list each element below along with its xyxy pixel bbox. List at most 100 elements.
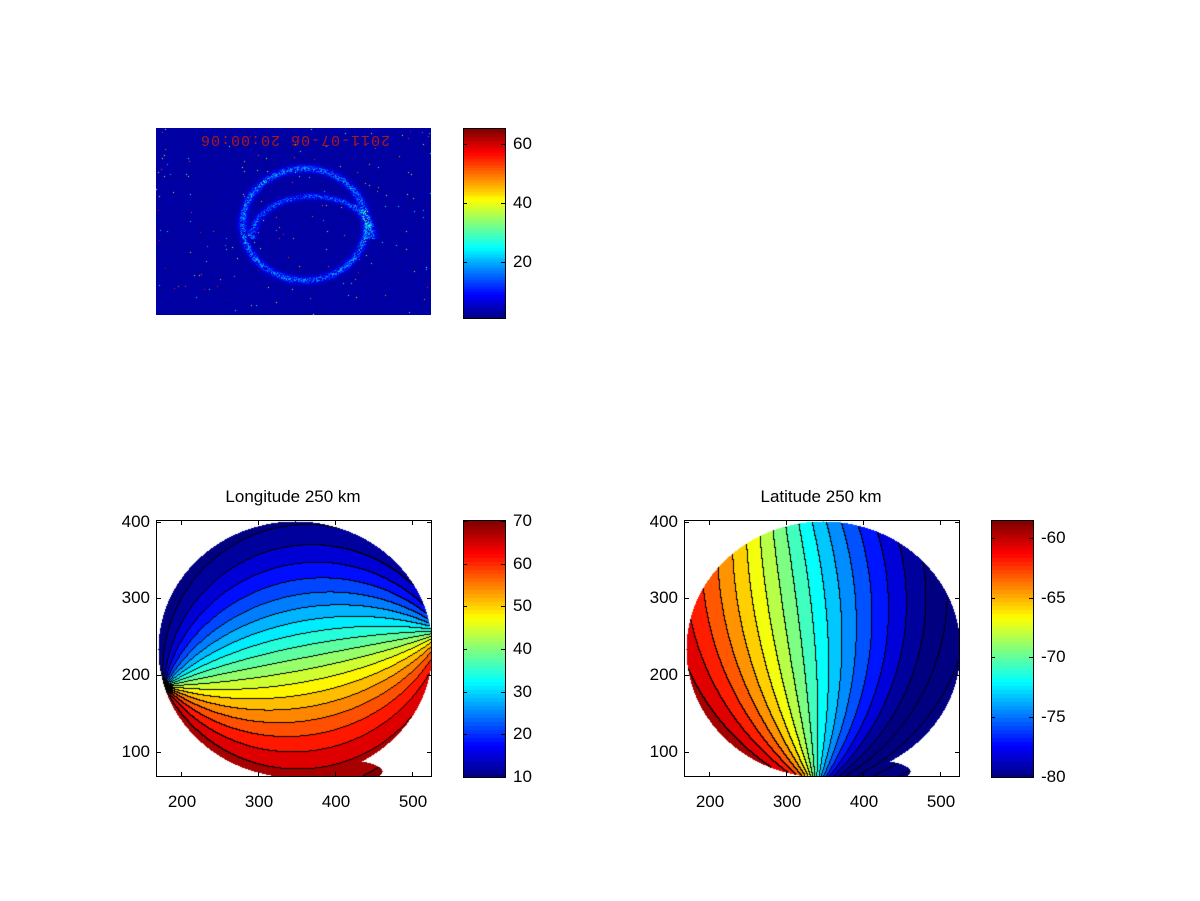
colorbar-tick: [1029, 538, 1033, 539]
camera-image-axes: 2011-07-06 20:00:06: [156, 128, 431, 315]
colorbar-tick: [1029, 598, 1033, 599]
x-tick: [786, 772, 787, 776]
y-tick: [685, 522, 689, 523]
x-tick-label: 300: [772, 792, 802, 811]
colorbar-tick-label: 30: [513, 682, 532, 701]
colorbar-tick: [991, 657, 995, 658]
colorbar-gradient: [464, 521, 505, 777]
colorbar-longitude: [463, 520, 506, 778]
colorbar-tick-label: 50: [513, 596, 532, 615]
y-tick-label: 300: [121, 588, 150, 607]
colorbar-tick: [501, 649, 505, 650]
x-tick-label: 500: [926, 792, 956, 811]
colorbar-tick-label: -65: [1041, 588, 1066, 607]
colorbar-tick: [501, 734, 505, 735]
colorbar-tick-label: 70: [513, 511, 532, 530]
y-tick: [427, 752, 431, 753]
longitude-contour-map: [157, 521, 431, 776]
colorbar-tick-label: 20: [513, 252, 532, 271]
colorbar-tick: [501, 203, 505, 204]
x-tick-label: 200: [695, 792, 725, 811]
colorbar-tick: [501, 777, 505, 778]
x-tick: [412, 521, 413, 525]
colorbar-tick: [463, 144, 467, 145]
y-tick: [427, 598, 431, 599]
y-tick-label: 100: [121, 742, 150, 761]
x-tick-label: 400: [849, 792, 879, 811]
colorbar-tick-label: 40: [513, 193, 532, 212]
x-tick-label: 500: [398, 792, 428, 811]
y-tick-label: 300: [649, 588, 678, 607]
colorbar-gradient: [464, 129, 505, 318]
colorbar-image: [463, 128, 506, 319]
colorbar-tick-label: -60: [1041, 528, 1066, 547]
colorbar-tick-label: -80: [1041, 767, 1066, 786]
x-tick-label: 300: [244, 792, 274, 811]
longitude-axes: [156, 520, 432, 777]
x-tick: [258, 772, 259, 776]
y-tick: [955, 598, 959, 599]
latitude-axes: [684, 520, 960, 777]
x-tick: [940, 521, 941, 525]
colorbar-tick-label: 60: [513, 134, 532, 153]
x-tick: [335, 521, 336, 525]
colorbar-tick: [1029, 657, 1033, 658]
x-tick-label: 400: [321, 792, 351, 811]
y-tick-label: 200: [649, 665, 678, 684]
y-tick-label: 200: [121, 665, 150, 684]
colorbar-tick-label: 20: [513, 724, 532, 743]
latitude-title: Latitude 250 km: [760, 487, 882, 506]
colorbar-tick: [501, 144, 505, 145]
colorbar-tick: [991, 598, 995, 599]
y-tick-label: 400: [121, 512, 150, 531]
x-tick: [863, 772, 864, 776]
colorbar-tick: [991, 538, 995, 539]
colorbar-tick: [1029, 777, 1033, 778]
y-tick: [685, 675, 689, 676]
colorbar-tick: [463, 262, 467, 263]
colorbar-tick: [463, 606, 467, 607]
colorbar-tick: [463, 203, 467, 204]
colorbar-tick: [501, 606, 505, 607]
colorbar-gradient: [992, 521, 1033, 777]
x-tick-label: 200: [167, 792, 197, 811]
y-tick: [157, 675, 161, 676]
colorbar-tick: [501, 564, 505, 565]
y-tick-label: 400: [649, 512, 678, 531]
y-tick: [427, 675, 431, 676]
x-tick: [786, 521, 787, 525]
x-tick: [412, 772, 413, 776]
x-tick: [181, 521, 182, 525]
y-tick: [427, 522, 431, 523]
y-tick: [685, 598, 689, 599]
colorbar-tick: [1029, 717, 1033, 718]
colorbar-tick: [991, 777, 995, 778]
colorbar-tick: [463, 692, 467, 693]
y-tick: [157, 752, 161, 753]
x-tick: [940, 772, 941, 776]
colorbar-tick: [463, 521, 467, 522]
colorbar-tick: [463, 649, 467, 650]
colorbar-tick: [501, 692, 505, 693]
colorbar-tick-label: 40: [513, 639, 532, 658]
colorbar-tick: [463, 564, 467, 565]
colorbar-tick: [991, 717, 995, 718]
colorbar-tick: [501, 521, 505, 522]
x-tick: [863, 521, 864, 525]
colorbar-tick-label: 10: [513, 767, 532, 786]
y-tick: [955, 675, 959, 676]
y-tick-label: 100: [649, 742, 678, 761]
colorbar-tick: [463, 777, 467, 778]
colorbar-tick-label: 60: [513, 554, 532, 573]
y-tick: [955, 522, 959, 523]
colorbar-tick: [501, 262, 505, 263]
y-tick: [685, 752, 689, 753]
x-tick: [258, 521, 259, 525]
image-timestamp: 2011-07-06 20:00:06: [200, 131, 391, 148]
x-tick: [709, 521, 710, 525]
colorbar-tick-label: -70: [1041, 647, 1066, 666]
longitude-title: Longitude 250 km: [225, 487, 361, 506]
x-tick: [709, 772, 710, 776]
y-tick: [955, 752, 959, 753]
